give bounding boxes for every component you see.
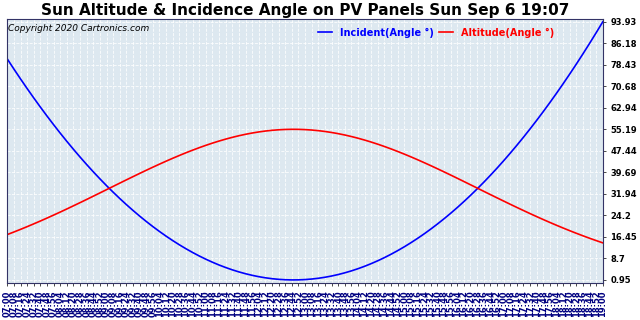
Title: Sun Altitude & Incidence Angle on PV Panels Sun Sep 6 19:07: Sun Altitude & Incidence Angle on PV Pan… xyxy=(41,3,569,18)
Text: Copyright 2020 Cartronics.com: Copyright 2020 Cartronics.com xyxy=(8,24,150,33)
Legend: Incident(Angle °), Altitude(Angle °): Incident(Angle °), Altitude(Angle °) xyxy=(314,24,558,42)
